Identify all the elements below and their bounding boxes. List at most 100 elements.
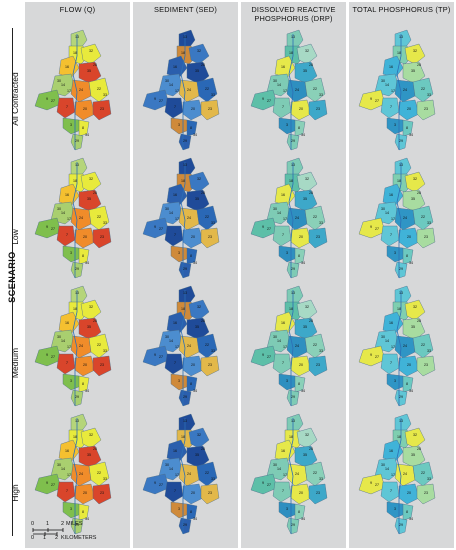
subbasin-number-label: 16 (281, 449, 285, 453)
subbasin-polygon (188, 171, 210, 193)
subbasin-polygon (416, 227, 436, 249)
subbasin-number-label: 22 (313, 87, 317, 91)
subbasin-number-label: 30 (165, 335, 169, 339)
subbasin-number-label: 28 (201, 191, 205, 195)
subbasin-number-label: 35 (87, 197, 91, 201)
subbasin-number-label: 23 (100, 491, 104, 495)
subbasin-number-label: 30 (273, 335, 277, 339)
watershed-map: 13 18 32 16 35 14 24 22 9 7 20 23 3 8 29 28 30 33 27 34 17 (142, 413, 220, 535)
subbasin-polygon (308, 227, 328, 249)
subbasin-number-label: 20 (83, 107, 87, 111)
subbasin-polygon (304, 77, 326, 103)
map-flow-high: 13 18 32 16 35 14 24 22 9 7 20 23 3 8 29 28 30 33 27 34 17 (25, 410, 130, 538)
subbasin-number-label: 17 (283, 217, 287, 221)
map-drp-all-contracted: 13 18 32 16 35 14 24 22 9 7 20 23 3 8 29 28 30 33 27 34 17 (241, 26, 346, 154)
subbasin-number-label: 7 (66, 361, 68, 365)
subbasin-number-label: 29 (183, 139, 187, 143)
subbasin-polygon (186, 119, 198, 137)
main-stream-line (180, 162, 186, 278)
subbasin-polygon (380, 353, 400, 375)
subbasin-number-label: 30 (381, 79, 385, 83)
subbasin-number-label: 13 (75, 163, 79, 167)
column-title-drp-line1: DISSOLVED REACTIVE (251, 5, 336, 14)
subbasin-number-label: 27 (375, 99, 379, 103)
subbasin-number-label: 16 (281, 321, 285, 325)
subbasin-polygon (286, 157, 304, 177)
subbasin-number-label: 16 (65, 449, 69, 453)
subbasin-polygon (286, 29, 304, 49)
subbasin-number-label: 20 (299, 363, 303, 367)
subbasin-polygon (62, 373, 82, 391)
subbasin-number-label: 17 (175, 345, 179, 349)
subbasin-polygon (196, 205, 218, 231)
subbasin-polygon (412, 205, 434, 231)
subbasin-number-label: 24 (403, 344, 407, 348)
subbasin-number-label: 3 (286, 379, 288, 383)
subbasin-polygon (402, 375, 414, 393)
subbasin-number-label: 24 (403, 472, 407, 476)
subbasin-number-label: 18 (289, 435, 293, 439)
subbasin-number-label: 14 (385, 83, 389, 87)
subbasin-number-label: 8 (298, 382, 300, 386)
subbasin-number-label: 22 (97, 471, 101, 475)
subbasin-polygon (170, 501, 190, 519)
subbasin-number-label: 13 (399, 291, 403, 295)
subbasin-polygon (296, 43, 318, 65)
subbasin-number-label: 27 (51, 227, 55, 231)
subbasin-number-label: 27 (51, 483, 55, 487)
subbasin-number-label: 33 (103, 349, 107, 353)
subbasin-number-label: 35 (303, 453, 307, 457)
subbasin-number-label: 30 (381, 335, 385, 339)
subbasin-number-label: 20 (191, 107, 195, 111)
subbasin-number-label: 20 (299, 235, 303, 239)
subbasin-number-label: 18 (397, 435, 401, 439)
subbasin-polygon (58, 55, 80, 79)
subbasin-polygon (402, 61, 426, 85)
subbasin-number-label: 13 (291, 35, 295, 39)
subbasin-number-label: 24 (403, 216, 407, 220)
subbasin-polygon (250, 473, 278, 495)
subbasin-number-label: 29 (291, 395, 295, 399)
subbasin-number-label: 24 (79, 216, 83, 220)
subbasin-number-label: 24 (79, 472, 83, 476)
column-flow: FLOW (Q) 13 18 32 16 35 14 24 22 9 7 20 23 3 8 29 28 30 3… (25, 2, 130, 548)
subbasin-polygon (380, 225, 400, 247)
subbasin-number-label: 20 (407, 107, 411, 111)
subbasin-number-label: 28 (309, 191, 313, 195)
subbasin-polygon (186, 503, 198, 521)
subbasin-number-label: 22 (205, 471, 209, 475)
watershed-map: 13 18 32 16 35 14 24 22 9 7 20 23 3 8 29 28 30 33 27 34 17 (250, 285, 328, 407)
subbasin-number-label: 30 (57, 335, 61, 339)
watershed-map: 13 18 32 16 35 14 24 22 9 7 20 23 3 8 29 28 30 33 27 34 17 (358, 157, 436, 279)
subbasin-polygon (250, 89, 278, 111)
subbasin-number-label: 20 (407, 235, 411, 239)
subbasin-number-label: 20 (407, 363, 411, 367)
subbasin-number-label: 35 (303, 69, 307, 73)
subbasin-polygon (142, 345, 170, 367)
subbasin-polygon (196, 77, 218, 103)
subbasin-polygon (80, 171, 102, 193)
subbasin-number-label: 16 (389, 65, 393, 69)
watershed-map: 13 18 32 16 35 14 24 22 9 7 20 23 3 8 29 28 30 33 27 34 17 (34, 285, 112, 407)
subbasin-number-label: 3 (178, 251, 180, 255)
subbasin-number-label: 24 (295, 344, 299, 348)
subbasin-number-label: 32 (413, 305, 417, 309)
subbasin-polygon (394, 463, 416, 487)
subbasin-polygon (308, 99, 328, 121)
subbasin-polygon (200, 227, 220, 249)
subbasin-polygon (62, 245, 82, 263)
subbasin-polygon (188, 299, 210, 321)
subbasin-polygon (412, 461, 434, 487)
map-flow-all-contracted: 13 18 32 16 35 14 24 22 9 7 20 23 3 8 29 28 30 33 27 34 17 (25, 26, 130, 154)
subbasin-polygon (56, 97, 76, 119)
main-stream-line (180, 418, 186, 534)
subbasin-polygon (178, 463, 200, 487)
subbasin-polygon (88, 333, 110, 359)
main-stream-line (396, 162, 402, 278)
subbasin-number-label: 33 (427, 349, 431, 353)
subbasin-polygon (78, 61, 102, 85)
column-title-tp: TOTAL PHOSPHORUS (TP) (349, 2, 454, 28)
subbasin-polygon (178, 413, 196, 433)
scale-miles-0: 0 (31, 521, 35, 527)
subbasin-number-label: 28 (309, 63, 313, 67)
